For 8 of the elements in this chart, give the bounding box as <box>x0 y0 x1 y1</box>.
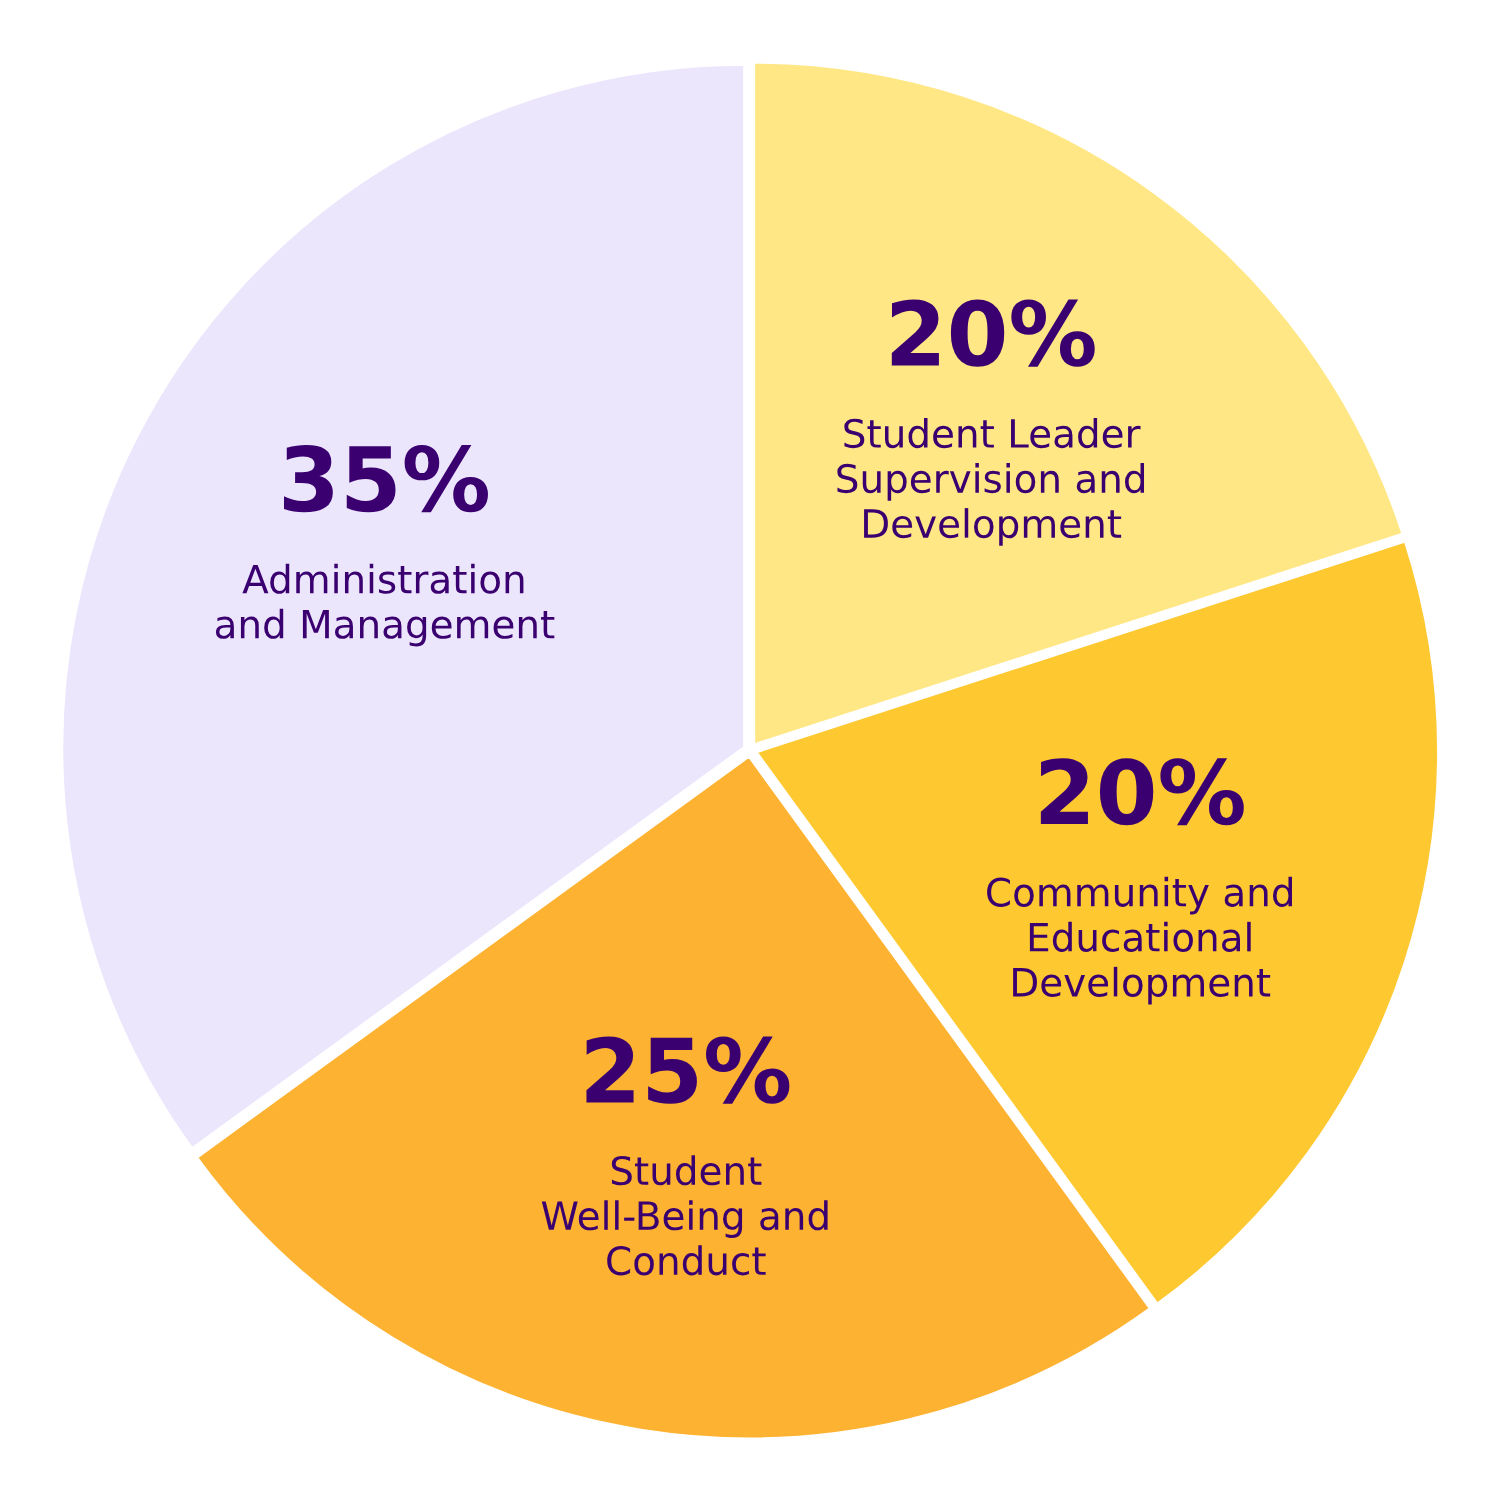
slice-label: Administration and Management <box>215 563 555 647</box>
data-label: 35% <box>283 445 488 513</box>
data-label: 25% <box>586 1036 790 1104</box>
slice-label: Student Well-Being and Conduct <box>541 1155 828 1276</box>
slice-label: Community and Educational Development <box>987 876 1292 1005</box>
data-label: 20% <box>891 299 1095 367</box>
slice-label: Student Leader Supervision and Development <box>837 418 1145 546</box>
data-label: 20% <box>1040 758 1244 826</box>
